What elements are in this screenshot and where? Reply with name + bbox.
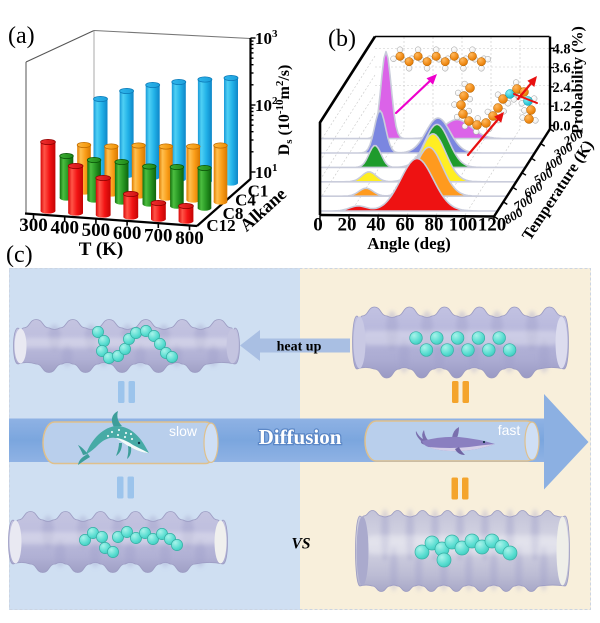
svg-text:120: 120 bbox=[478, 215, 507, 236]
svg-text:(a): (a) bbox=[8, 23, 35, 49]
svg-text:400: 400 bbox=[50, 218, 79, 239]
svg-text:80: 80 bbox=[425, 215, 444, 236]
svg-text:C4: C4 bbox=[235, 191, 256, 210]
svg-text:60: 60 bbox=[396, 215, 415, 236]
svg-text:20: 20 bbox=[338, 215, 357, 236]
svg-text:1.2: 1.2 bbox=[553, 99, 571, 115]
svg-text:C1: C1 bbox=[248, 182, 269, 201]
svg-text:4.8: 4.8 bbox=[553, 41, 571, 57]
svg-text:Ds (10-10m2/s): Ds (10-10m2/s) bbox=[274, 65, 295, 156]
svg-text:Diffusion: Diffusion bbox=[259, 425, 342, 449]
svg-text:heat up: heat up bbox=[277, 340, 322, 355]
svg-text:40: 40 bbox=[367, 215, 386, 236]
svg-text:slow: slow bbox=[169, 423, 198, 439]
svg-text:800: 800 bbox=[175, 228, 204, 249]
svg-text:Angle (deg): Angle (deg) bbox=[367, 234, 451, 253]
svg-text:600: 600 bbox=[113, 223, 142, 244]
svg-text:T (K): T (K) bbox=[79, 239, 124, 260]
svg-text:(b): (b) bbox=[328, 26, 356, 52]
svg-text:Probability (%): Probability (%) bbox=[570, 26, 587, 134]
svg-text:C8: C8 bbox=[223, 204, 244, 223]
svg-text:100: 100 bbox=[449, 215, 478, 236]
svg-text:500: 500 bbox=[82, 220, 111, 241]
svg-text:2.4: 2.4 bbox=[553, 80, 571, 96]
svg-text:101: 101 bbox=[255, 162, 278, 182]
svg-text:fast: fast bbox=[498, 422, 521, 438]
svg-text:0.0: 0.0 bbox=[553, 119, 571, 135]
svg-text:VS: VS bbox=[292, 536, 311, 553]
svg-text:0: 0 bbox=[313, 215, 323, 236]
svg-text:300: 300 bbox=[19, 215, 48, 236]
svg-text:C12: C12 bbox=[206, 216, 235, 235]
svg-text:700: 700 bbox=[144, 225, 173, 246]
svg-text:3.6: 3.6 bbox=[553, 61, 571, 77]
svg-text:(c): (c) bbox=[6, 242, 33, 268]
